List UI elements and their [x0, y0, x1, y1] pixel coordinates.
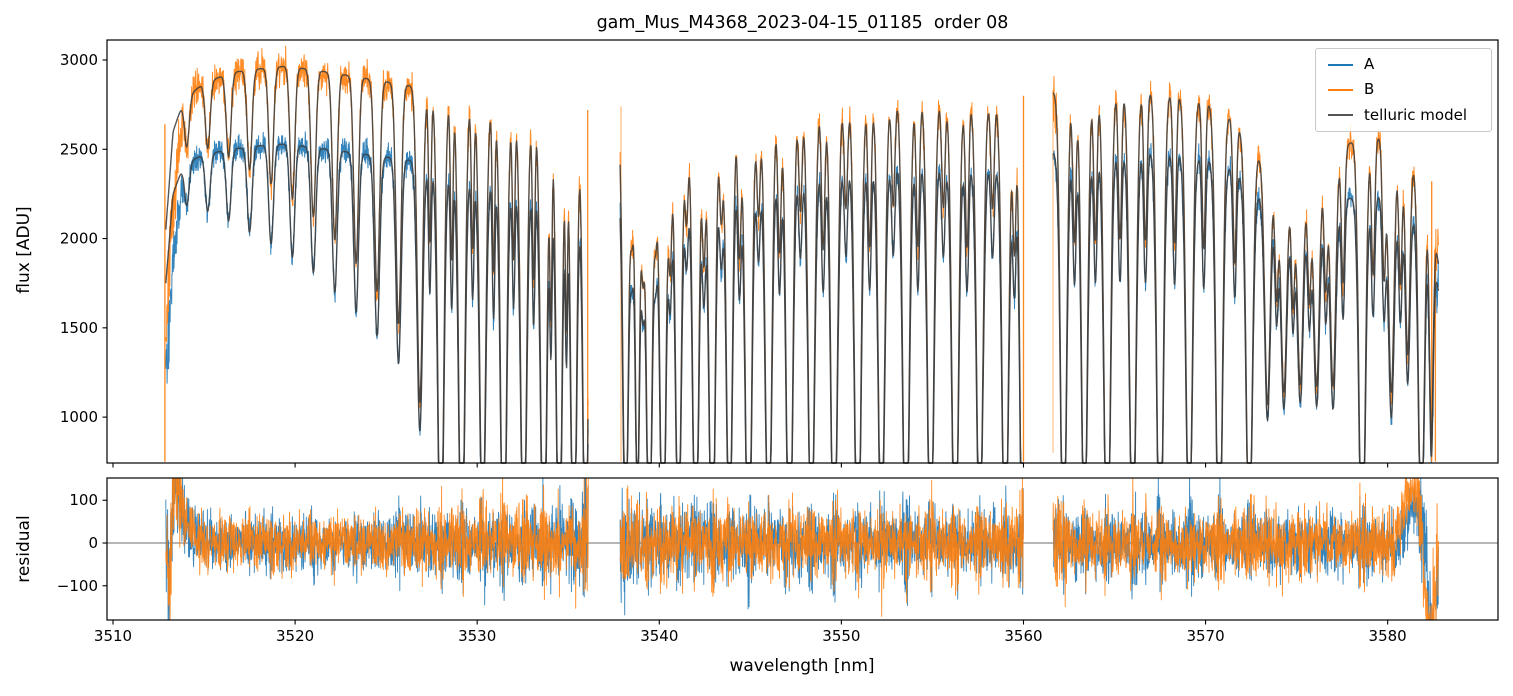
svg-text:3570: 3570 — [1186, 627, 1224, 645]
flux-axis-label: flux [ADU] — [14, 206, 34, 294]
svg-text:3530: 3530 — [458, 627, 496, 645]
svg-text:3580: 3580 — [1369, 627, 1407, 645]
legend-label-b: B — [1364, 80, 1375, 99]
svg-text:2500: 2500 — [60, 140, 98, 158]
series-a-line-swatch — [1328, 63, 1353, 66]
legend-label-telluric-model: telluric model — [1364, 105, 1468, 124]
legend-item-b: B — [1316, 82, 1491, 97]
telluric-model-lines — [165, 65, 1440, 464]
legend: A B telluric model — [1315, 48, 1492, 132]
svg-text:−100: −100 — [57, 577, 98, 595]
plot-title: gam_Mus_M4368_2023-04-15_01185 order 08 — [596, 13, 1009, 33]
legend-item-telluric-model: telluric model — [1316, 105, 1491, 124]
svg-text:2000: 2000 — [60, 230, 98, 248]
svg-text:3550: 3550 — [822, 627, 860, 645]
svg-text:0: 0 — [88, 534, 98, 552]
wavelength-axis-label: wavelength [nm] — [729, 656, 875, 676]
series-b-line-swatch — [1328, 88, 1353, 91]
svg-text:1000: 1000 — [60, 408, 98, 426]
svg-text:100: 100 — [69, 491, 98, 509]
svg-text:3510: 3510 — [94, 627, 132, 645]
svg-text:3560: 3560 — [1004, 627, 1042, 645]
axes: 3510 3520 3530 3540 3550 3560 3570 358010001500… — [57, 39, 1499, 645]
legend-item-a: A — [1316, 57, 1491, 72]
residual-b-trace — [165, 477, 1439, 621]
svg-text:1500: 1500 — [60, 319, 98, 337]
legend-label-a: A — [1364, 55, 1375, 74]
svg-text:3520: 3520 — [276, 627, 314, 645]
svg-text:3000: 3000 — [60, 51, 98, 69]
residual-axis-label: residual — [14, 515, 34, 583]
telluric-model-line-swatch — [1328, 114, 1353, 117]
svg-text:3540: 3540 — [640, 627, 678, 645]
